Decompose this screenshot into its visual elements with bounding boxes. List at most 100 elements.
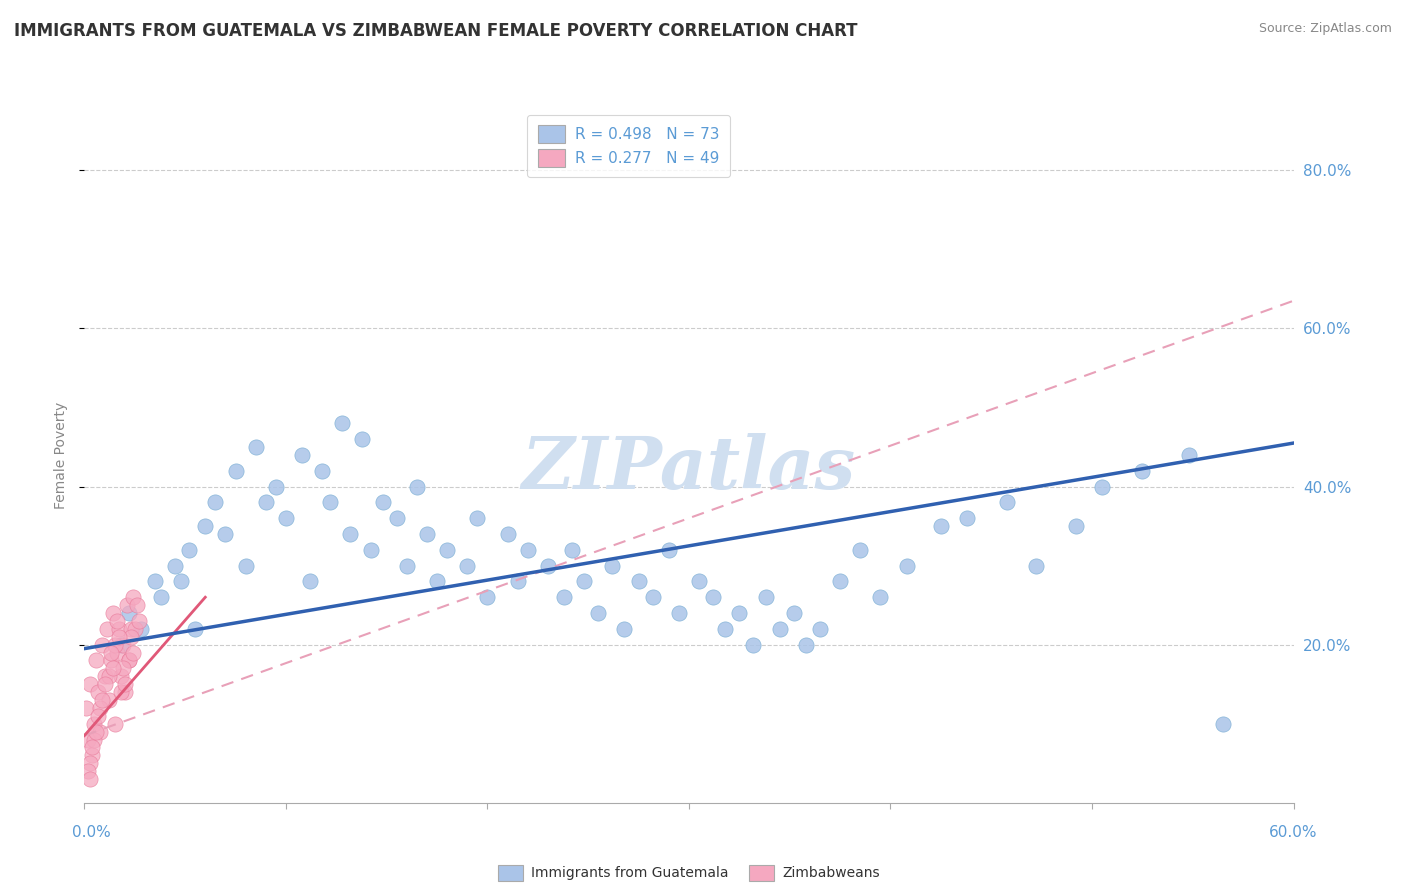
Point [754,591,776,605]
Point [553,591,575,605]
Point [100,646,122,660]
Point [111,638,134,652]
Point [537,558,560,573]
Point [1212,716,1234,731]
Point [89,724,111,739]
Point [688,574,710,589]
Point [330,417,353,431]
Point [87,685,110,699]
Point [120,630,142,644]
Point [79,756,101,771]
Point [641,591,664,605]
Text: 0.0%: 0.0% [72,825,111,840]
Point [93,677,115,691]
Point [83,732,105,747]
Point [516,542,538,557]
Point [506,574,529,589]
Point [82,748,104,763]
Text: ZIPatlas: ZIPatlas [522,434,856,504]
Point [184,622,207,636]
Y-axis label: Female Poverty: Female Poverty [53,401,67,508]
Point [496,527,519,541]
Point [121,646,143,660]
Point [101,661,124,675]
Point [311,464,333,478]
Point [83,716,105,731]
Point [120,622,142,636]
Point [105,646,128,660]
Text: 60.0%: 60.0% [1270,825,1317,840]
Point [111,661,134,675]
Point [456,558,478,573]
Legend: Immigrants from Guatemala, Zimbabweans: Immigrants from Guatemala, Zimbabweans [492,859,886,887]
Point [115,598,138,612]
Point [830,574,852,589]
Point [436,542,458,557]
Point [742,638,765,652]
Point [105,614,128,628]
Point [124,622,146,636]
Point [668,606,690,620]
Point [299,574,322,589]
Point [125,598,148,612]
Point [110,685,132,699]
Point [93,669,115,683]
Point [170,574,193,589]
Point [101,606,124,620]
Point [395,558,418,573]
Point [561,542,583,557]
Point [121,591,143,605]
Point [86,653,108,667]
Point [110,638,132,652]
Point [627,574,650,589]
Point [86,724,108,739]
Point [100,653,122,667]
Point [1025,558,1047,573]
Point [104,638,127,652]
Point [107,630,129,644]
Point [613,622,636,636]
Point [96,622,118,636]
Point [808,622,831,636]
Point [658,542,681,557]
Point [467,511,489,525]
Point [896,558,918,573]
Point [714,622,737,636]
Point [114,677,136,691]
Point [956,511,979,525]
Point [702,591,724,605]
Point [869,591,891,605]
Point [118,653,141,667]
Point [225,464,247,478]
Point [477,591,499,605]
Point [588,606,610,620]
Point [149,591,172,605]
Point [426,574,449,589]
Point [204,495,226,509]
Point [360,542,382,557]
Point [406,479,429,493]
Point [79,677,101,691]
Point [110,669,132,683]
Point [89,701,111,715]
Point [728,606,751,620]
Point [769,622,792,636]
Point [339,527,361,541]
Point [274,511,297,525]
Point [79,772,101,786]
Point [849,542,872,557]
Point [371,495,394,509]
Point [107,622,129,636]
Point [352,432,374,446]
Point [291,448,314,462]
Point [194,519,217,533]
Text: Source: ZipAtlas.com: Source: ZipAtlas.com [1258,22,1392,36]
Point [143,574,166,589]
Point [245,440,267,454]
Point [1132,464,1154,478]
Point [1177,448,1199,462]
Point [82,740,104,755]
Point [995,495,1018,509]
Point [1091,479,1114,493]
Point [319,495,342,509]
